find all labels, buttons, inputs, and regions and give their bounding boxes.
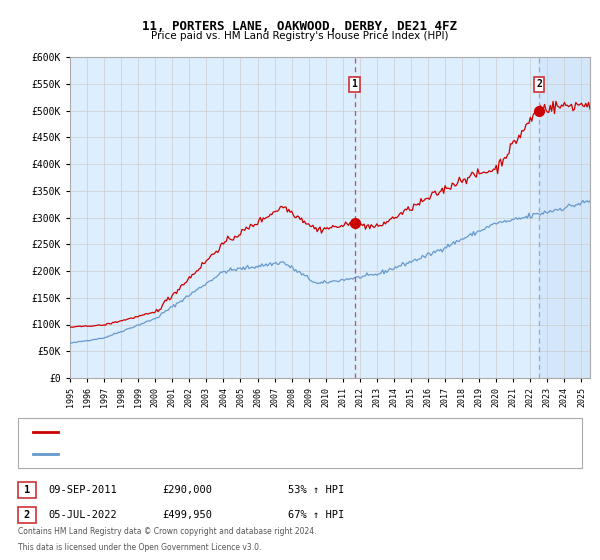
Text: £499,950: £499,950 [162, 510, 212, 520]
Text: 1: 1 [352, 80, 358, 89]
Text: Price paid vs. HM Land Registry's House Price Index (HPI): Price paid vs. HM Land Registry's House … [151, 31, 449, 41]
Text: 05-JUL-2022: 05-JUL-2022 [48, 510, 117, 520]
Text: 1: 1 [24, 485, 30, 495]
Text: 53% ↑ HPI: 53% ↑ HPI [288, 485, 344, 495]
Text: 11, PORTERS LANE, OAKWOOD, DERBY, DE21 4FZ: 11, PORTERS LANE, OAKWOOD, DERBY, DE21 4… [143, 20, 458, 32]
Text: This data is licensed under the Open Government Licence v3.0.: This data is licensed under the Open Gov… [18, 544, 262, 553]
Text: 2: 2 [536, 80, 542, 89]
Text: 09-SEP-2011: 09-SEP-2011 [48, 485, 117, 495]
Text: 2: 2 [24, 510, 30, 520]
Text: HPI: Average price, detached house, City of Derby: HPI: Average price, detached house, City… [65, 449, 353, 459]
Text: Contains HM Land Registry data © Crown copyright and database right 2024.: Contains HM Land Registry data © Crown c… [18, 528, 317, 536]
Text: £290,000: £290,000 [162, 485, 212, 495]
Text: 11, PORTERS LANE, OAKWOOD, DERBY, DE21 4FZ (detached house): 11, PORTERS LANE, OAKWOOD, DERBY, DE21 4… [65, 427, 412, 437]
Bar [539, 57, 590, 378]
Text: 67% ↑ HPI: 67% ↑ HPI [288, 510, 344, 520]
